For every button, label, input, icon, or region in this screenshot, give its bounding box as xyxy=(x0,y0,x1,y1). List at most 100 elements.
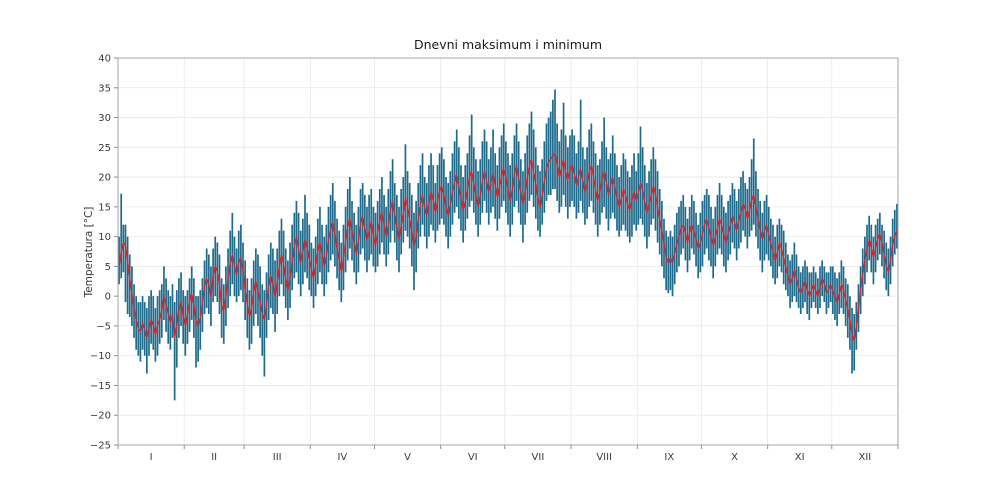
x-tick-label: VII xyxy=(532,452,545,463)
range-bar xyxy=(637,153,640,225)
range-bar xyxy=(562,102,565,195)
range-bar xyxy=(443,159,445,225)
y-tick-label: −5 xyxy=(96,321,111,332)
range-bar xyxy=(199,290,202,350)
y-tick-label: 20 xyxy=(98,173,111,184)
x-tick-label: XII xyxy=(859,452,872,463)
range-bar xyxy=(122,224,125,273)
y-tick-label: 0 xyxy=(105,292,111,303)
range-bar xyxy=(893,209,896,255)
range-bar xyxy=(481,141,484,213)
range-bar xyxy=(502,123,505,201)
y-tick-label: 5 xyxy=(105,262,111,273)
range-bar xyxy=(590,123,593,201)
range-bar xyxy=(742,171,744,231)
range-bar xyxy=(436,165,439,231)
range-bar xyxy=(515,123,518,201)
x-tick-label: VI xyxy=(468,452,478,463)
range-bar xyxy=(250,278,253,344)
range-bar xyxy=(304,194,306,273)
range-bar xyxy=(440,147,443,219)
range-bar xyxy=(588,129,591,207)
plot-border xyxy=(117,57,899,446)
axes xyxy=(114,57,899,449)
range-bar xyxy=(690,194,693,249)
range-bar xyxy=(135,296,138,350)
range-bar xyxy=(413,212,415,291)
range-bar xyxy=(272,248,274,315)
x-tick-label: XI xyxy=(795,452,805,463)
range-bar xyxy=(646,183,648,249)
range-bar xyxy=(453,141,456,213)
mean-line xyxy=(118,152,898,342)
range-bar xyxy=(280,218,283,285)
chart-title: Dnevni maksimum i minimum xyxy=(414,37,602,52)
range-bar xyxy=(331,183,334,255)
range-bar xyxy=(579,99,582,201)
y-tick-label: 10 xyxy=(98,232,111,243)
range-bar xyxy=(167,290,170,344)
range-bar xyxy=(733,188,736,249)
x-tick-label: II xyxy=(211,452,217,463)
range-bar xyxy=(545,123,548,201)
range-bar xyxy=(150,290,152,344)
y-tick-label: 35 xyxy=(98,83,111,94)
range-bar xyxy=(549,111,552,195)
y-tick-label: 25 xyxy=(98,143,111,154)
range-bar xyxy=(896,203,898,249)
range-bar xyxy=(603,117,606,207)
range-bar xyxy=(368,194,370,261)
range-bar xyxy=(197,296,199,362)
range-bar xyxy=(391,159,394,231)
range-bar xyxy=(554,89,556,189)
range-bar xyxy=(126,236,129,315)
range-bar xyxy=(432,165,435,231)
range-bar xyxy=(492,129,494,207)
y-tick-label: −25 xyxy=(90,441,111,452)
mean-temperature-line xyxy=(118,152,898,342)
range-bar xyxy=(844,278,847,326)
x-tick-label: X xyxy=(731,452,738,463)
range-bar xyxy=(669,230,672,291)
x-tick-label: IV xyxy=(337,452,347,463)
range-bar xyxy=(195,296,197,368)
range-bar xyxy=(148,296,150,356)
range-bar xyxy=(682,194,685,249)
range-bar xyxy=(430,153,432,225)
x-tick-label: III xyxy=(273,452,282,463)
range-bar xyxy=(718,183,721,249)
range-bar xyxy=(566,147,569,219)
y-tick-label: −20 xyxy=(90,411,111,422)
range-bar xyxy=(346,188,349,261)
range-bar xyxy=(601,141,603,213)
range-bar xyxy=(498,147,501,219)
y-axis-tick-labels: 40 35 30 25 20 15 10 5 0 −5 −10 −15 −20 −25 xyxy=(90,54,111,452)
y-tick-label: −15 xyxy=(90,381,111,392)
range-bar xyxy=(737,188,740,249)
range-bar xyxy=(716,194,719,255)
range-bar xyxy=(419,165,422,237)
range-bar xyxy=(163,266,165,320)
range-bar xyxy=(490,147,492,213)
range-bar xyxy=(547,117,550,195)
range-bar xyxy=(319,206,321,273)
range-bar xyxy=(180,272,182,326)
range-bar xyxy=(261,284,264,356)
range-bar xyxy=(686,218,689,273)
y-tick-label: 40 xyxy=(98,54,111,65)
range-bar xyxy=(868,215,871,261)
range-bar xyxy=(752,138,755,225)
range-bar xyxy=(675,212,678,273)
range-bar xyxy=(641,147,644,225)
range-bar xyxy=(750,159,753,231)
range-bar xyxy=(667,236,670,294)
range-bar xyxy=(573,135,576,207)
range-bar xyxy=(665,230,667,291)
range-bar xyxy=(528,123,531,201)
range-bar xyxy=(128,254,131,317)
range-bar xyxy=(853,314,856,371)
range-bar xyxy=(263,290,266,377)
x-tick-label: IX xyxy=(664,452,674,463)
range-bar xyxy=(468,135,471,207)
